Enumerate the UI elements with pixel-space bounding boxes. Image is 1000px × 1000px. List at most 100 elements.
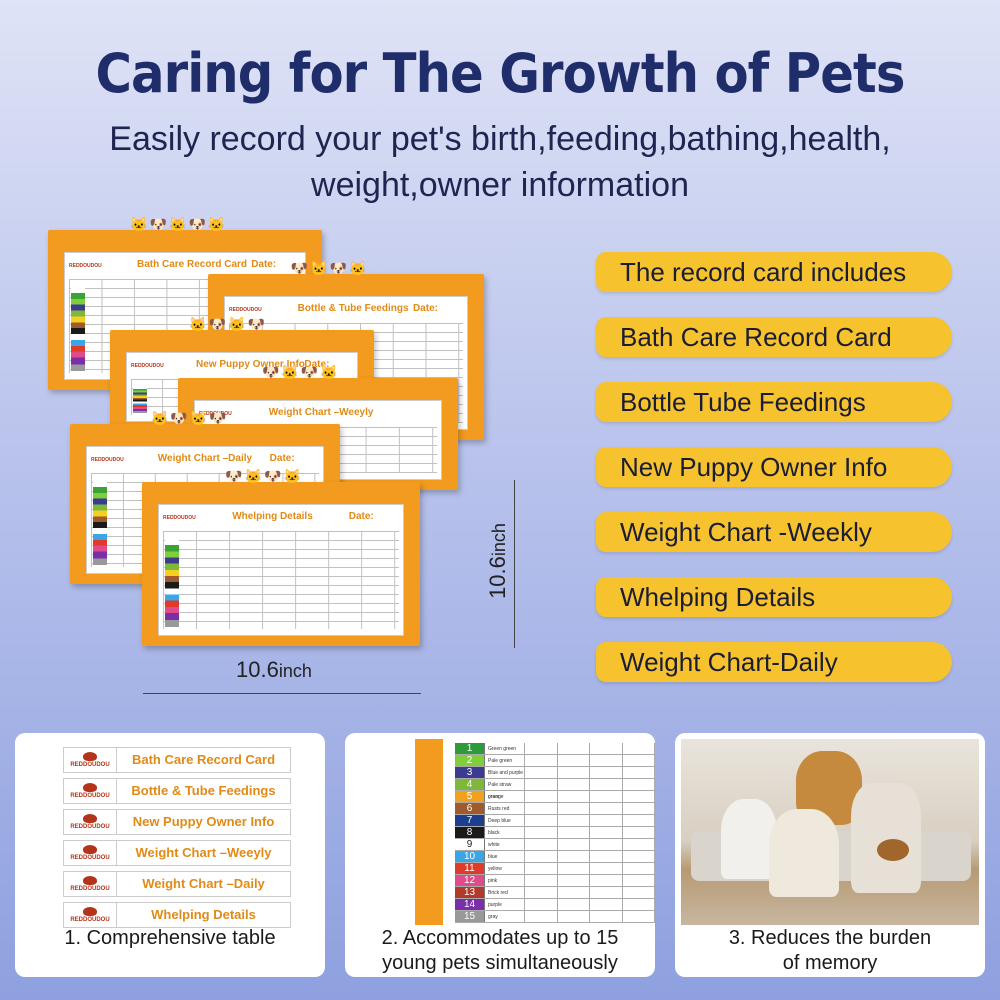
color-key-row: 12 pink [455,875,655,887]
height-unit: inch [488,523,509,557]
table-cell [623,791,655,802]
color-key-rows: 1 Green green 2 Pale green 3 Blue and purple 4… [455,743,655,923]
pets-illustration-icon: 🐶🐱🐶🐱 [290,260,369,276]
table-cell [525,815,558,826]
subtitle-line-2: weight,owner information [311,166,689,204]
brand-logo: REDDOUDOU [131,363,164,369]
card-tab-label: Weight Chart –Daily [116,872,290,896]
table-cell [623,875,655,886]
card-date: Date: [269,453,295,464]
table-cell [558,755,590,766]
color-key-row: 14 purple [455,899,655,911]
pets-illustration-icon: 🐱🐶🐱🐶🐱 [130,216,228,232]
color-key-row: 11 yellow [455,863,655,875]
table-cell [590,887,623,898]
pet-number: 3 [455,767,485,778]
color-key-zoom: 1 Green green 2 Pale green 3 Blue and purple 4… [415,739,655,925]
table-cell [590,743,623,754]
card-date: Date: [412,303,438,314]
card-grid [163,531,399,629]
panel-memory: 3. Reduces the burden of memory [675,733,985,977]
table-cell [558,863,590,874]
table-cell [590,767,623,778]
table-cell [525,851,558,862]
pet-number: 4 [455,779,485,790]
pet-number: 11 [455,863,485,874]
color-name: Brick red [485,887,525,898]
table-cell [623,863,655,874]
color-name: white [485,839,525,850]
color-key-row: 7 Deep blue [455,815,655,827]
pet-number: 10 [455,851,485,862]
ukulele-shape [877,839,909,861]
color-key [133,387,147,413]
color-name: Pale green [485,755,525,766]
feature-list: The record card includes Bath Care Recor… [596,252,952,707]
table-cell [623,815,655,826]
card-title: Bottle & Tube Feedings [297,303,409,314]
color-name: Blue and purple [485,767,525,778]
brand-logo: REDDOUDOU [64,814,116,830]
feature-pill: The record card includes [596,252,952,292]
table-cell [590,755,623,766]
brand-logo: REDDOUDOU [91,457,124,463]
color-key [165,539,179,627]
pets-illustration-icon: 🐱🐶🐱🐶 [189,316,267,332]
table-cell [525,767,558,778]
pet-number: 15 [455,911,485,922]
table-cell [525,779,558,790]
color-name: Deep blue [485,815,525,826]
table-cell [558,803,590,814]
pets-illustration-icon: 🐶🐱🐶🐱 [225,468,304,484]
card-title: Whelping Details [232,511,313,522]
panel-caption: 3. Reduces the burden of memory [675,926,985,976]
table-cell [558,815,590,826]
card-date: Date: [304,359,330,370]
table-cell [525,911,558,922]
table-cell [525,887,558,898]
color-name: Rusts red [485,803,525,814]
pets-illustration-icon: 🐶🐱🐶🐱 [262,364,340,380]
width-dimension-line [143,693,421,694]
height-dimension-line [514,480,515,648]
table-cell [623,887,655,898]
caption-line-1: 2. Accommodates up to 15 [381,927,619,949]
height-dimension-label: 10.6inch [485,523,511,599]
table-cell [623,743,655,754]
table-cell [623,767,655,778]
card-tab: REDDOUDOU Weight Chart –Weeyly [63,840,291,866]
feature-pill: Weight Chart-Daily [596,642,952,682]
color-name: pink [485,875,525,886]
card-tab: REDDOUDOU New Puppy Owner Info [63,809,291,835]
table-cell [525,875,558,886]
brand-logo: REDDOUDOU [64,752,116,768]
table-cell [590,791,623,802]
table-cell [623,827,655,838]
tab-stack: REDDOUDOU Bath Care Record Card REDDOUDOU… [63,747,291,933]
card-tab: REDDOUDOU Weight Chart –Daily [63,871,291,897]
table-cell [525,755,558,766]
table-cell [590,911,623,922]
color-key-row: 3 Blue and purple [455,767,655,779]
table-cell [525,743,558,754]
table-cell [525,791,558,802]
table-cell [525,863,558,874]
woman-shape [769,809,839,897]
card-tab-label: Weight Chart –Weeyly [116,841,290,865]
brand-logo: REDDOUDOU [69,263,102,269]
color-key-row: 10 blue [455,851,655,863]
pet-number: 2 [455,755,485,766]
table-cell [558,791,590,802]
pet-number: 14 [455,899,485,910]
pet-number: 7 [455,815,485,826]
table-cell [590,863,623,874]
caption-line-2: of memory [782,952,878,974]
table-cell [590,899,623,910]
brand-logo: REDDOUDOU [199,411,232,417]
page-subtitle: Easily record your pet's birth,feeding,b… [0,116,1000,208]
brand-logo: REDDOUDOU [64,876,116,892]
table-cell [590,815,623,826]
table-cell [590,851,623,862]
color-key-row: 1 Green green [455,743,655,755]
table-cell [558,839,590,850]
